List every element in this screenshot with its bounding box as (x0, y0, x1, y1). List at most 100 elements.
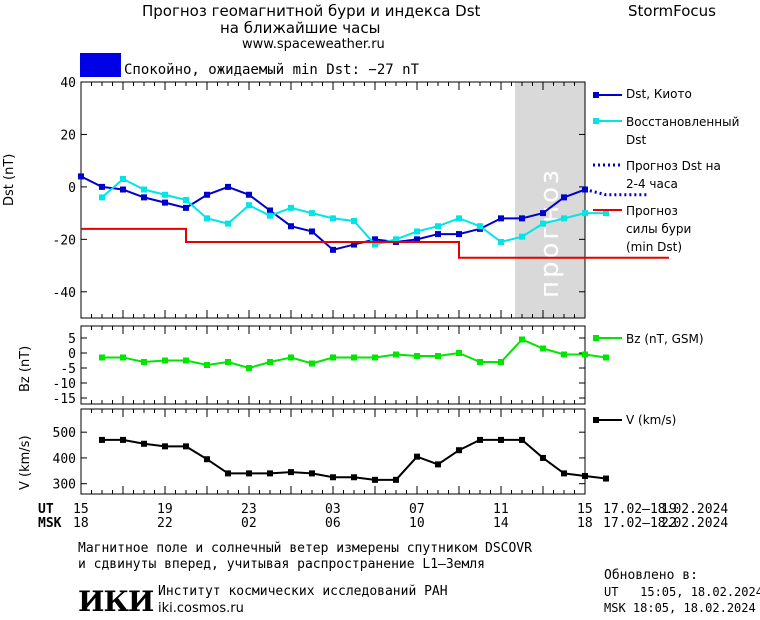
panel-frame-bz (80, 325, 586, 405)
series-point-v-0 (561, 470, 567, 477)
series-point-dst-0 (435, 231, 441, 238)
series-line-dst-3 (81, 227, 669, 259)
series-point-bz-0 (204, 362, 210, 368)
series-point-v-0 (309, 470, 315, 477)
series-line-bz-0 (102, 338, 607, 370)
x-tick-label: 03 (325, 502, 341, 517)
x-tick-label: 07 (409, 502, 425, 517)
series-point-v-0 (330, 474, 336, 481)
series-point-dst-0 (351, 241, 357, 248)
legend-v: V (km/s) (626, 413, 677, 427)
series-point-v-0 (183, 443, 189, 450)
series-point-v-0 (141, 440, 147, 447)
series-point-dst-0 (141, 194, 147, 201)
legend-storm-forecast: Прогноз силы бури (min Dst) (626, 202, 706, 256)
series-point-dst-1 (99, 194, 105, 201)
series-point-bz-0 (540, 345, 546, 352)
series-point-dst-0 (414, 236, 420, 243)
series-point-v-0 (99, 436, 105, 443)
series-point-bz-0 (99, 354, 105, 361)
series-point-bz-0 (183, 357, 189, 364)
v-axis-label: V (km/s) (18, 435, 33, 490)
x-tick-label: 14 (493, 516, 509, 531)
ytick-label-dst: -40 (53, 286, 76, 301)
series-point-dst-1 (561, 215, 567, 222)
series-line-dst-2 (584, 188, 648, 197)
legend-dst-restored-text: Восстановленный Dst (626, 115, 740, 147)
series-point-dst-0 (288, 223, 294, 230)
x-tick-label: 11 (493, 502, 509, 517)
footer-note-line2: и сдвинуты вперед, учитывая распростране… (78, 557, 485, 572)
forecast-zone (515, 82, 585, 318)
ytick-label-bz: 0 (68, 347, 76, 362)
legend-dst-forecast: Прогноз Dst на 2-4 часа (626, 157, 736, 193)
series-point-dst-1 (246, 202, 252, 209)
ytick-label-v: 400 (53, 452, 76, 467)
ytick-label-dst: 0 (68, 181, 76, 196)
series-point-v-0 (225, 470, 231, 477)
status-color-box (80, 53, 121, 77)
series-line-v-0 (102, 438, 607, 481)
series-point-dst-0 (78, 173, 84, 180)
site-url[interactable]: www.spaceweather.ru (242, 37, 385, 52)
x-tick-label: 23 (241, 502, 257, 517)
series-point-v-0 (162, 443, 168, 450)
x-tick-label: 22 (661, 516, 677, 531)
series-point-v-0 (414, 453, 420, 460)
ytick-label-dst: 20 (60, 128, 76, 143)
series-point-dst-0 (225, 183, 231, 190)
ytick-label-bz: -5 (60, 362, 76, 377)
series-point-bz-0 (435, 353, 441, 359)
series-point-dst-1 (477, 223, 483, 230)
series-point-dst-1 (162, 191, 168, 198)
series-point-v-0 (288, 469, 294, 476)
series-point-bz-0 (162, 357, 168, 364)
x-tick-label: 06 (325, 516, 341, 531)
series-point-bz-0 (288, 354, 294, 361)
series-point-dst-1 (603, 210, 609, 217)
series-point-bz-0 (141, 359, 147, 365)
institute-site[interactable]: iki.cosmos.ru (158, 601, 244, 616)
series-point-dst-0 (372, 236, 378, 243)
series-point-dst-1 (393, 236, 399, 243)
x-tick-label: 15 (73, 502, 89, 517)
series-point-dst-1 (288, 204, 294, 211)
institute-name: Институт космических исследований РАН (158, 584, 448, 599)
series-point-dst-1 (498, 238, 504, 245)
series-point-dst-1 (414, 228, 420, 235)
updated-label: Обновлено в: (604, 568, 698, 583)
bz-axis-label: Bz (nT) (18, 345, 33, 392)
series-point-dst-0 (99, 183, 105, 190)
ytick-label-bz: -15 (53, 392, 76, 407)
status-text: Спокойно, ожидаемый min Dst: −27 nT (124, 62, 420, 78)
series-point-dst-1 (141, 186, 147, 193)
x-tick-label: 10 (409, 516, 425, 531)
series-point-v-0 (204, 456, 210, 463)
series-point-bz-0 (267, 359, 273, 365)
footer-note-line1: Магнитное поле и солнечный ветер измерен… (78, 541, 532, 556)
series-point-v-0 (120, 436, 126, 443)
x-tick-label: 18 (73, 516, 89, 531)
series-point-bz-0 (120, 354, 126, 361)
series-point-dst-1 (309, 210, 315, 217)
legend-dst-kyoto-marker-marker (593, 92, 599, 98)
series-point-dst-0 (309, 228, 315, 235)
updated-msk: MSK 18:05, 18.02.2024 (604, 601, 756, 615)
series-point-bz-0 (519, 336, 525, 343)
series-point-v-0 (582, 472, 588, 479)
chart-title-line2: на ближайшие часы (220, 19, 381, 37)
legend-storm-forecast-text: Прогноз силы бури (min Dst) (626, 204, 692, 254)
x-tick-label: 02 (241, 516, 257, 531)
series-point-v-0 (246, 470, 252, 477)
brand-name: StormFocus (628, 2, 716, 20)
ytick-label-v: 500 (53, 426, 76, 441)
ytick-label-dst: -20 (53, 233, 76, 248)
series-point-dst-0 (519, 215, 525, 222)
series-point-dst-0 (267, 207, 273, 214)
series-point-bz-0 (372, 354, 378, 361)
series-point-v-0 (540, 454, 546, 461)
series-point-dst-1 (435, 223, 441, 230)
series-point-dst-0 (330, 246, 336, 253)
ut-date-range: 17.02–18.02.2024 (603, 502, 729, 517)
series-point-dst-0 (162, 199, 168, 206)
